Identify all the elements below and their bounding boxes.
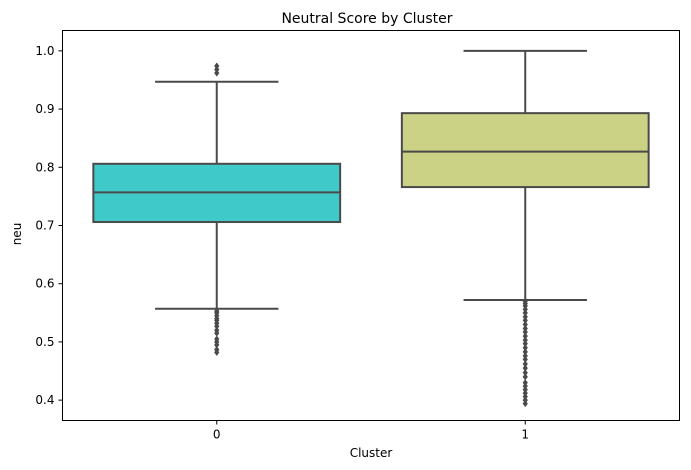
outlier-point (522, 313, 528, 321)
y-tick-label: 0.5 (35, 335, 54, 349)
x-tick-label: 1 (521, 428, 529, 442)
outlier-point (522, 297, 528, 305)
outlier-point (522, 352, 528, 360)
y-axis-label: neu (10, 223, 24, 246)
y-tick-label: 0.9 (35, 102, 54, 116)
outlier-point (522, 332, 528, 340)
y-tick-label: 0.7 (35, 219, 54, 233)
outlier-point (522, 348, 528, 356)
outlier-point (522, 360, 528, 368)
outlier-point (522, 369, 528, 377)
outlier-point (522, 325, 528, 333)
box-iqr (400, 112, 650, 189)
y-tick-label: 1.0 (35, 44, 54, 58)
outlier-point (522, 336, 528, 344)
outlier-point (214, 326, 220, 334)
x-tick-label: 0 (213, 428, 221, 442)
chart-title: Neutral Score by Cluster (281, 11, 452, 27)
y-tick-label: 0.8 (35, 160, 54, 174)
outlier-point (214, 345, 220, 353)
outlier-point (522, 364, 528, 372)
outlier-point (214, 335, 220, 343)
x-axis-label: Cluster (350, 446, 393, 460)
outlier-point (214, 62, 220, 70)
y-tick-label: 0.4 (35, 393, 54, 407)
plot-frame (62, 30, 680, 421)
outlier-point (522, 344, 528, 352)
outlier-point (522, 379, 528, 387)
outlier-point (214, 307, 220, 315)
plot-area: 0.4 0.5 0.6 0.7 0.8 0.9 1.0 0 1 (35, 44, 650, 442)
outlier-point (522, 373, 528, 381)
y-tick-label: 0.6 (35, 277, 54, 291)
outlier-point (522, 320, 528, 328)
